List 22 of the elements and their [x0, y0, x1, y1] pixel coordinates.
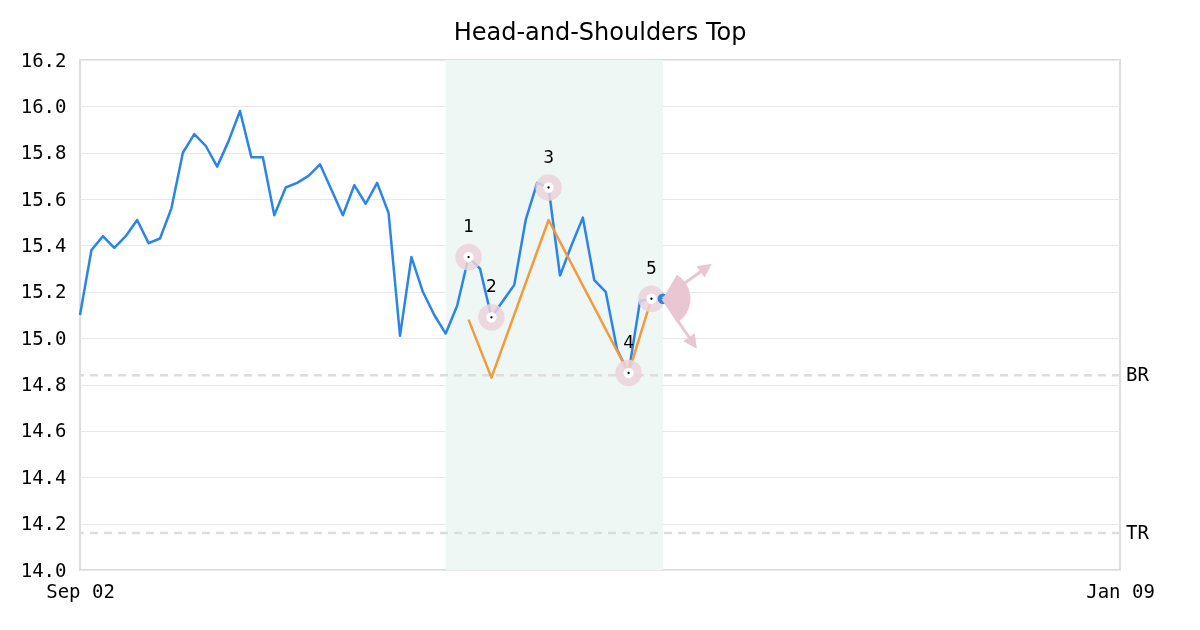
y-tick-label: 14.2 [20, 512, 67, 535]
y-tick-label: 14.0 [20, 558, 67, 581]
y-tick-label: 15.0 [20, 326, 67, 349]
annotation: 4 [623, 331, 634, 352]
annotation: 2 [486, 276, 497, 297]
ref-line-label: BR [1126, 363, 1150, 386]
annotation: 1 [463, 216, 474, 237]
annotation: 5 [646, 257, 657, 278]
y-tick-label: 16.0 [20, 94, 67, 117]
x-tick-label: Sep 02 [46, 579, 115, 602]
y-tick-label: 15.8 [20, 141, 67, 164]
y-tick-label: 14.8 [20, 373, 67, 396]
y-tick-label: 14.4 [20, 465, 67, 488]
annotation: 3 [543, 146, 554, 167]
x-tick-label: Jan 09 [1086, 579, 1155, 602]
chart-title: Head-and-Shoulders Top [453, 18, 747, 46]
ref-line-label: TR [1126, 520, 1150, 543]
y-tick-label: 15.4 [20, 233, 67, 256]
y-tick-label: 15.6 [20, 187, 67, 210]
y-tick-label: 16.2 [20, 48, 67, 71]
y-tick-label: 14.6 [20, 419, 67, 442]
y-tick-label: 15.2 [20, 280, 67, 303]
